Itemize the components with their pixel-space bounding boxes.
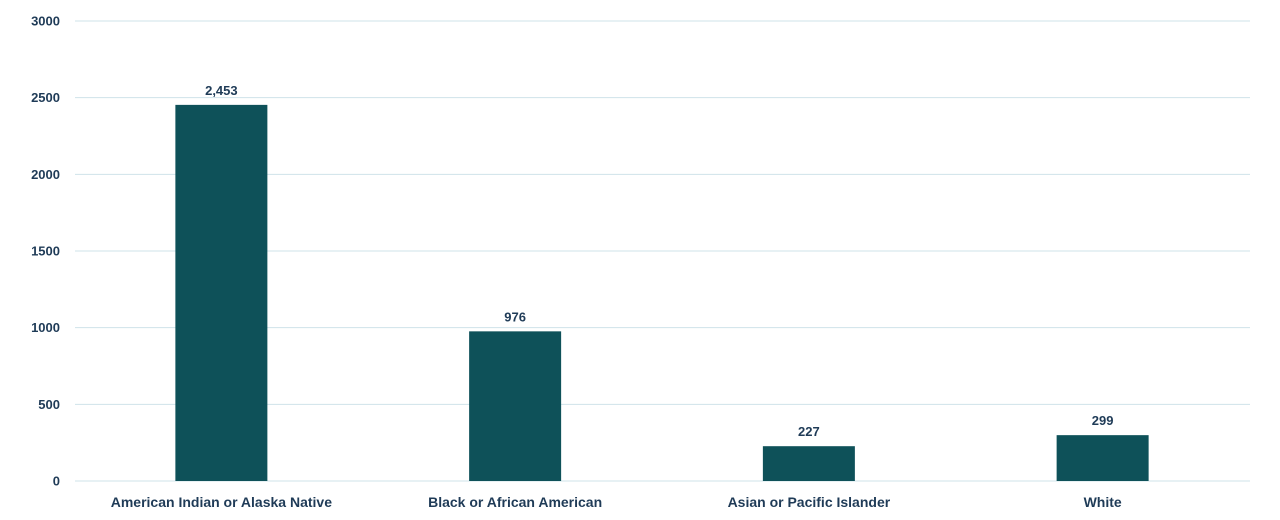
gridlines [75, 20, 1250, 482]
category-label: White [1084, 494, 1122, 510]
bar-1 [469, 331, 562, 481]
y-axis-ticks: 0 500 1000 1500 2000 2500 3000 [31, 14, 60, 489]
y-tick-label: 2500 [31, 90, 60, 105]
x-axis-categories: American Indian or Alaska Native Black or… [111, 494, 1122, 510]
y-tick-label: 500 [38, 397, 60, 412]
y-tick-label: 1500 [31, 244, 60, 259]
y-tick-label: 1000 [31, 320, 60, 335]
data-label: 2,453 [205, 83, 238, 98]
data-label: 227 [798, 424, 820, 439]
y-tick-label: 0 [53, 474, 60, 489]
data-label: 976 [504, 309, 526, 324]
data-label: 299 [1092, 413, 1114, 428]
bar-2 [762, 446, 855, 481]
bar-3 [1056, 435, 1149, 481]
y-tick-label: 2000 [31, 167, 60, 182]
y-tick-label: 3000 [31, 14, 60, 29]
category-label: Asian or Pacific Islander [728, 494, 891, 510]
category-label: American Indian or Alaska Native [111, 494, 332, 510]
data-labels: 2,453 976 227 299 [205, 83, 1113, 439]
bar-0 [175, 104, 268, 481]
bars [175, 104, 1149, 481]
category-label: Black or African American [428, 494, 602, 510]
